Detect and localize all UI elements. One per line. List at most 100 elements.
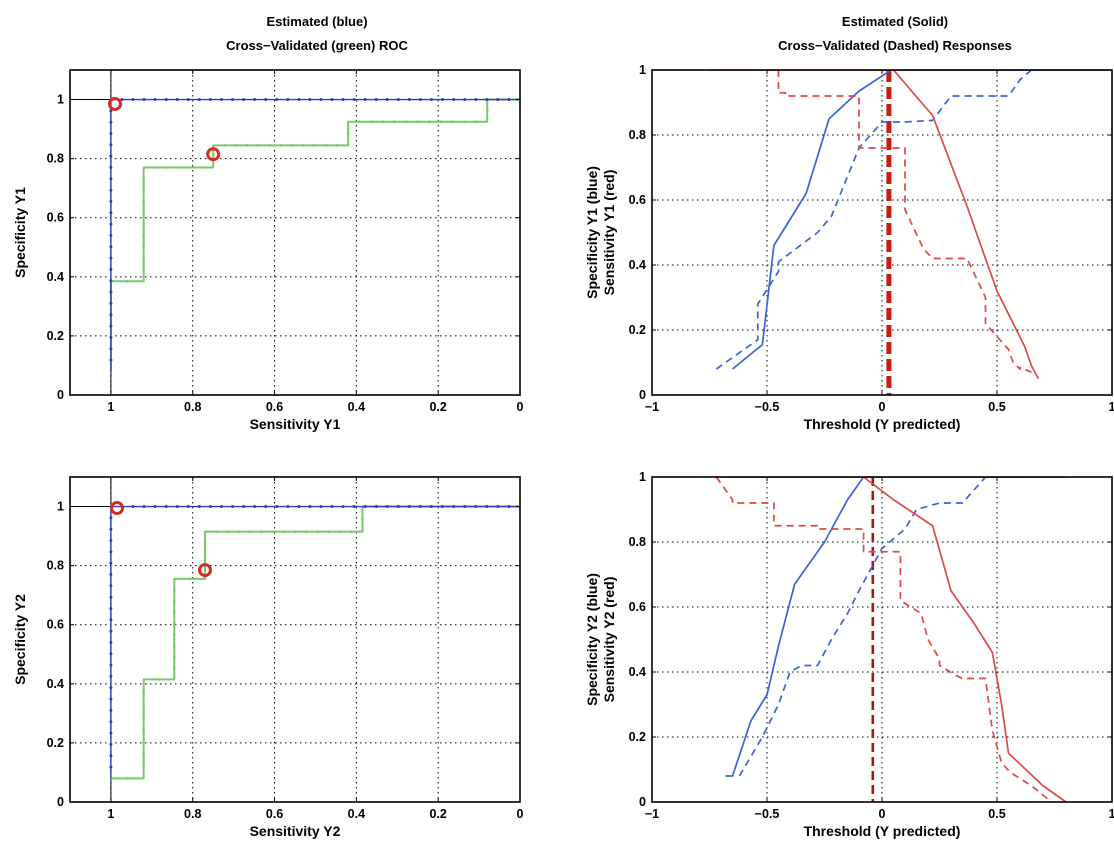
roc-sample-point <box>319 505 323 508</box>
roc-title-line1: Estimated (blue) <box>266 14 367 29</box>
roc-sample-point <box>142 189 145 192</box>
sensitivity-estimated-line <box>721 477 1067 802</box>
roc-sample-point <box>231 505 234 508</box>
x-tick-label: −1 <box>645 807 659 821</box>
roc-sample-point <box>142 177 145 181</box>
y-tick-label: 0 <box>639 388 646 402</box>
roc-sample-point <box>164 505 168 508</box>
y-tick-label: 0.2 <box>47 329 64 343</box>
roc-sample-point <box>352 98 356 101</box>
roc-sample-point <box>109 663 113 667</box>
roc-sample-point <box>109 109 113 113</box>
roc-sample-point <box>441 98 445 101</box>
roc-sample-point <box>305 530 308 533</box>
roc-sample-point <box>507 98 511 101</box>
roc-sample-point <box>142 739 145 743</box>
roc-sample-point <box>109 742 113 746</box>
roc-sample-point <box>142 764 145 768</box>
roc-sample-point <box>275 505 279 508</box>
roc-sample-point <box>419 505 422 508</box>
roc-sample-point <box>341 98 345 101</box>
roc-sample-point <box>245 144 249 147</box>
crossvalidated-roc-line <box>110 505 520 780</box>
roc-sample-point <box>109 166 113 169</box>
roc-sample-point <box>485 98 489 101</box>
roc-sample-point <box>109 641 113 644</box>
roc-y2-chart: 1 0.8 0.6 0.4 0.2 0 0 0.2 0.4 0.6 0.8 1 Sensitivity … <box>12 476 524 839</box>
roc-sample-point <box>439 120 443 123</box>
roc-sample-point <box>237 530 241 533</box>
roc-sample-point <box>203 542 207 545</box>
y-tick-label: 0.4 <box>47 270 64 284</box>
roc-sample-point <box>173 622 176 625</box>
roc-sample-point <box>338 530 342 533</box>
roc-sample-point <box>290 144 294 147</box>
roc-sample-point <box>203 554 207 557</box>
y-tick-label: 1 <box>639 63 646 77</box>
roc-sample-point <box>463 98 467 101</box>
roc-sample-point <box>142 268 145 272</box>
roc-sample-point <box>253 505 257 508</box>
y-tick-label: 0.4 <box>47 677 64 691</box>
y-tick-label: 0.6 <box>47 618 64 632</box>
roc-sample-point <box>173 611 176 614</box>
optimal-point-marker <box>110 501 125 516</box>
roc-sample-point <box>404 120 408 123</box>
roc-sample-point <box>142 223 145 226</box>
specificity-crossvalidated-line <box>738 477 1020 777</box>
x-tick-label: 0.4 <box>348 807 365 821</box>
roc-sample-point <box>286 505 290 508</box>
roc-sample-point <box>396 98 400 101</box>
roc-sample-point <box>109 731 113 735</box>
roc-sample-point <box>486 109 489 112</box>
roc-sample-point <box>109 290 113 294</box>
roc-sample-point <box>260 530 263 533</box>
roc-sample-point <box>253 98 257 101</box>
roc-sample-point <box>109 245 113 249</box>
roc-sample-point <box>109 754 113 758</box>
y-tick-label: 0.4 <box>629 258 646 272</box>
roc-sample-point <box>109 347 113 351</box>
y-tick-label: 0.2 <box>47 736 64 750</box>
roc-sample-point <box>330 505 334 508</box>
y-axis-label-line1: Specificity Y1 (blue) <box>584 166 600 299</box>
roc-sample-point <box>109 154 113 158</box>
roc-sample-point <box>109 313 113 317</box>
specificity-estimated-line <box>725 477 1066 777</box>
crossvalidated-roc-line <box>109 98 520 372</box>
roc-sample-point <box>242 505 246 508</box>
roc-sample-point <box>319 98 323 101</box>
roc-sample-point <box>474 120 478 123</box>
roc-sample-point <box>173 644 176 648</box>
roc-sample-point <box>173 600 176 603</box>
y-axis-label: Specificity Y2 <box>12 594 28 685</box>
roc-sample-point <box>109 539 113 542</box>
optimal-point-marker <box>206 147 221 162</box>
x-tick-label: 0.6 <box>266 400 283 414</box>
x-tick-label: −0.5 <box>755 400 780 414</box>
roc-sample-point <box>175 98 179 101</box>
y-tick-label: 0.6 <box>47 211 64 225</box>
roc-sample-point <box>430 505 433 508</box>
roc-sample-point <box>452 98 456 101</box>
x-tick-label: 0 <box>517 807 524 821</box>
y-tick-label: 1 <box>57 500 64 514</box>
roc-sample-point <box>109 595 113 599</box>
roc-sample-point <box>109 674 113 678</box>
x-axis-label: Sensitivity Y2 <box>250 823 341 839</box>
specificity-estimated-line <box>731 70 1112 370</box>
roc-title-line2: Cross−Validated (green) ROC <box>226 38 408 53</box>
x-tick-label: 0 <box>517 400 524 414</box>
x-tick-label: 0.2 <box>429 807 446 821</box>
roc-sample-point <box>416 120 420 123</box>
roc-sample-point <box>109 132 113 135</box>
roc-sample-point <box>109 279 113 283</box>
roc-sample-point <box>120 98 124 101</box>
y-tick-label: 0 <box>57 388 64 402</box>
roc-sample-point <box>109 143 113 147</box>
roc-sample-point <box>109 211 113 215</box>
x-tick-label: 0.4 <box>348 400 365 414</box>
roc-sample-point <box>293 530 297 533</box>
roc-sample-point <box>165 166 169 169</box>
